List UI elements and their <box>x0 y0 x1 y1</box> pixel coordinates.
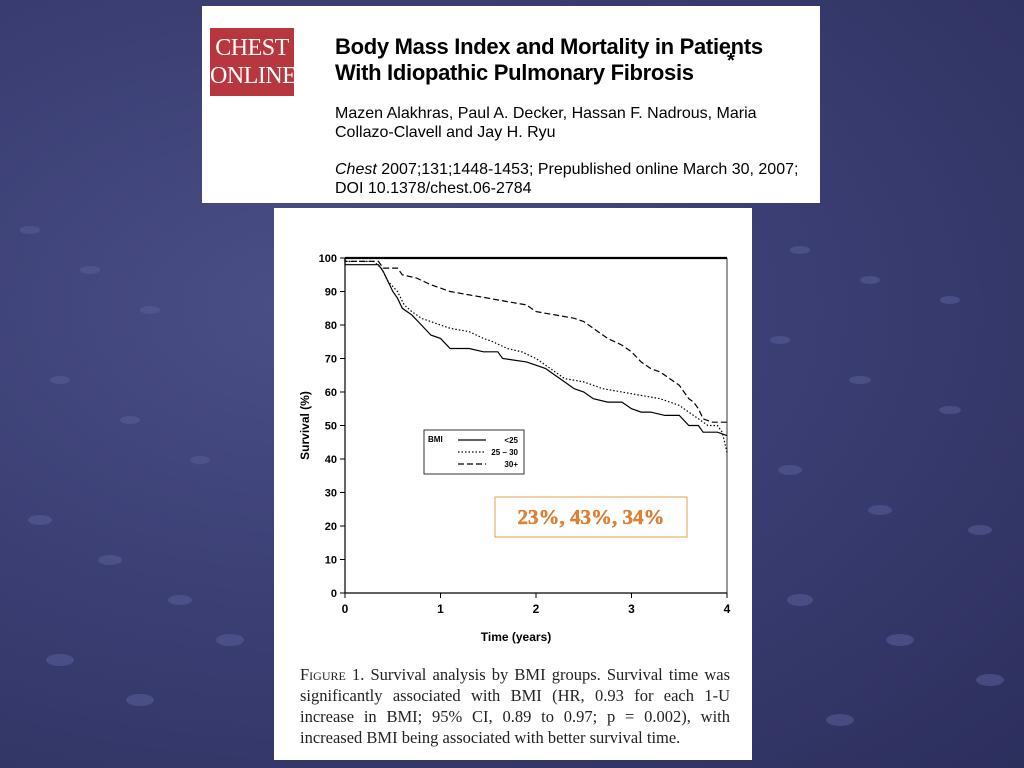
figure-caption-text: Survival analysis by BMI groups. Surviva… <box>300 665 730 747</box>
article-citation: Chest 2007;131;1448-1453; Prepublished o… <box>335 160 805 198</box>
x-tick-label: 2 <box>533 602 540 616</box>
chart-axes: 0 10 20 30 40 50 60 70 80 90 100 0 1 2 3 4 <box>319 253 731 616</box>
annotation-box <box>494 496 688 538</box>
x-tick-label: 3 <box>628 602 635 616</box>
y-tick-label: 40 <box>325 454 337 466</box>
y-tick-label: 0 <box>331 588 337 600</box>
legend-label: 30+ <box>504 460 518 469</box>
title-asterisk: * <box>727 50 735 72</box>
x-tick-label: 1 <box>437 602 444 616</box>
y-tick-label: 20 <box>325 521 337 533</box>
x-axis-label: Time (years) <box>481 630 551 644</box>
y-tick-label: 80 <box>325 320 337 332</box>
article-authors: Mazen Alakhras, Paul A. Decker, Hassan F… <box>335 105 757 141</box>
legend-label: <25 <box>504 436 518 445</box>
legend-label: 25 – 30 <box>491 448 518 457</box>
survival-chart: 0 10 20 30 40 50 60 70 80 90 100 0 1 2 3 4 BMI <25 25 – 3… <box>298 253 731 644</box>
series-line-dashed <box>344 258 727 423</box>
legend-box <box>423 429 525 475</box>
chest-online-logo[interactable]: CHEST ONLINE <box>210 28 297 96</box>
x-tick-label: 0 <box>342 602 349 616</box>
article-header-card: CHEST ONLINE Body Mass Index and Mortali… <box>202 6 820 203</box>
chart-legend: BMI <25 25 – 30 30+ <box>423 429 525 475</box>
y-tick-label: 100 <box>319 253 337 265</box>
y-tick-label: 10 <box>325 555 337 567</box>
y-tick-label: 90 <box>325 287 337 299</box>
article-title: Body Mass Index and Mortality in Patient… <box>335 34 763 85</box>
chart-series <box>344 258 728 453</box>
y-tick-label: 50 <box>325 421 337 433</box>
y-tick-label: 60 <box>325 387 337 399</box>
logo-line1: CHEST <box>215 35 289 61</box>
figure-caption: Figure 1. Survival analysis by BMI group… <box>300 664 730 748</box>
journal-name: Chest <box>335 161 377 178</box>
annotation-text: 23%, 43%, 34% <box>518 505 665 529</box>
citation-details: 2007;131;1448-1453; Prepublished online … <box>335 161 799 197</box>
y-axis-label: Survival (%) <box>298 391 312 460</box>
legend-title: BMI <box>428 435 443 444</box>
series-line-solid <box>344 258 728 437</box>
x-tick-label: 4 <box>724 602 731 616</box>
y-tick-label: 30 <box>325 488 337 500</box>
chart-labels: Time (years) Survival (%) 23%, 43%, 34% <box>298 391 688 644</box>
series-line-dotted <box>344 258 728 453</box>
logo-line2: ONLINE <box>210 63 297 89</box>
y-tick-label: 70 <box>325 354 337 366</box>
figure-card: 0 10 20 30 40 50 60 70 80 90 100 0 1 2 3 4 BMI <25 25 – 3… <box>274 208 752 760</box>
figure-label: Figure 1. <box>300 665 365 684</box>
